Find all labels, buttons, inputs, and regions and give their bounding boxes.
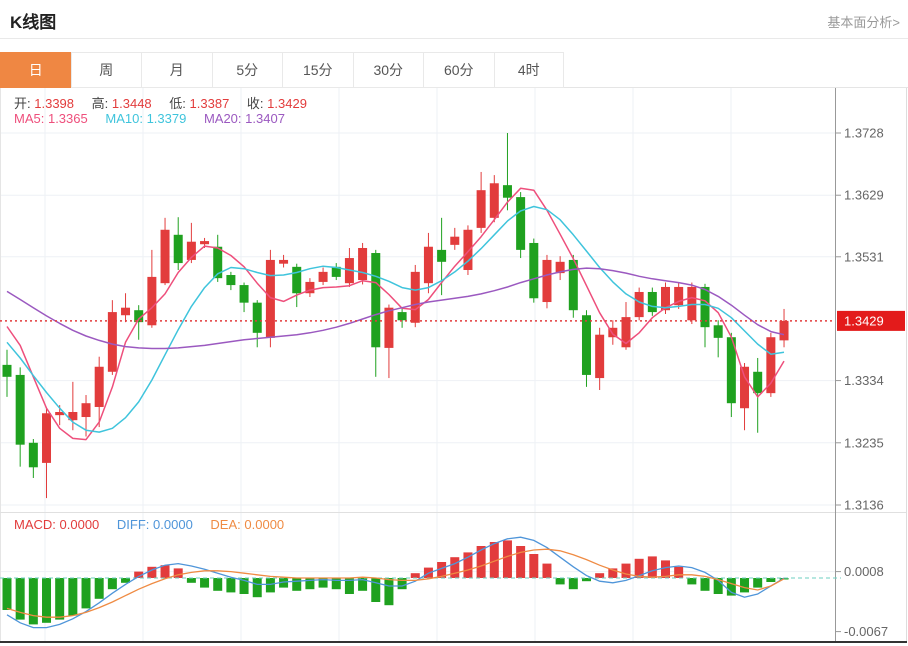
svg-text:0.0008: 0.0008 [844, 564, 884, 579]
tab-5min[interactable]: 5分 [211, 52, 282, 88]
svg-text:1.3235: 1.3235 [844, 435, 884, 450]
svg-text:1.3136: 1.3136 [844, 498, 884, 513]
header: K线图 基本面分析> [0, 0, 908, 38]
candles-layer [2, 133, 789, 499]
ma10-value: 1.3379 [146, 111, 187, 126]
open-label: 开: [14, 96, 31, 111]
close-label: 收: [246, 96, 264, 111]
period-tabbar: 日 周 月 5分 15分 30分 60分 4时 [0, 52, 908, 88]
page-title: K线图 [10, 13, 57, 32]
ohlc-legend: 开: 1.3398 高: 1.3448 低: 1.3387 收: 1.3429 [14, 93, 321, 112]
price-axis-labels: 1.3728 1.3629 1.3531 1.3334 1.3235 1.3136 0.00… [835, 126, 888, 639]
macd-value: 0.0000 [59, 517, 100, 532]
current-price-tag: 1.3429 [837, 310, 905, 331]
svg-text:1.3429: 1.3429 [844, 313, 884, 328]
diff-line [6, 536, 785, 629]
panel-borders [0, 88, 907, 643]
header-divider [0, 38, 908, 39]
close-value: 1.3429 [267, 96, 307, 111]
dea-line [6, 548, 785, 618]
ma20-value: 1.3407 [245, 111, 285, 126]
tab-week[interactable]: 周 [70, 52, 141, 88]
macd-label: MACD: [14, 517, 56, 532]
svg-text:1.3531: 1.3531 [844, 249, 884, 264]
ma20-line [6, 267, 785, 350]
tab-60min[interactable]: 60分 [423, 52, 494, 88]
svg-text:1.3728: 1.3728 [844, 126, 884, 141]
ma10-line [6, 205, 785, 433]
low-value: 1.3387 [189, 96, 230, 111]
high-label: 高: [91, 96, 109, 111]
macd-legend: MACD: 0.0000 DIFF: 0.0000 DEA: 0.0000 [14, 517, 298, 532]
low-label: 低: [169, 96, 186, 111]
ma5-label: MA5: [14, 111, 45, 126]
diff-label: DIFF: [116, 517, 150, 532]
svg-text:1.3629: 1.3629 [844, 188, 884, 203]
ma-legend: MA5: 1.3365 MA10: 1.3379 MA20: 1.3407 [14, 111, 299, 126]
high-value: 1.3448 [111, 96, 152, 111]
tab-15min[interactable]: 15分 [282, 52, 353, 88]
ma10-label: MA10: [105, 111, 143, 126]
tab-day[interactable]: 日 [0, 52, 71, 88]
ma20-label: MA20: [203, 111, 242, 126]
tab-30min[interactable]: 30分 [352, 52, 423, 88]
chart-grid [0, 88, 835, 641]
svg-text:-0.0067: -0.0067 [844, 624, 888, 639]
macd-histogram [2, 540, 789, 625]
svg-text:1.3334: 1.3334 [844, 373, 884, 388]
diff-value: 0.0000 [153, 517, 193, 532]
open-value: 1.3398 [34, 96, 75, 111]
dea-label: DEA: [210, 517, 241, 532]
ma5-line [6, 187, 785, 441]
tab-4hour[interactable]: 4时 [493, 52, 564, 88]
tab-month[interactable]: 月 [141, 52, 212, 88]
fundamental-analysis-link[interactable]: 基本面分析> [827, 15, 900, 30]
ma5-value: 1.3365 [47, 111, 88, 126]
dea-value: 0.0000 [244, 517, 285, 532]
